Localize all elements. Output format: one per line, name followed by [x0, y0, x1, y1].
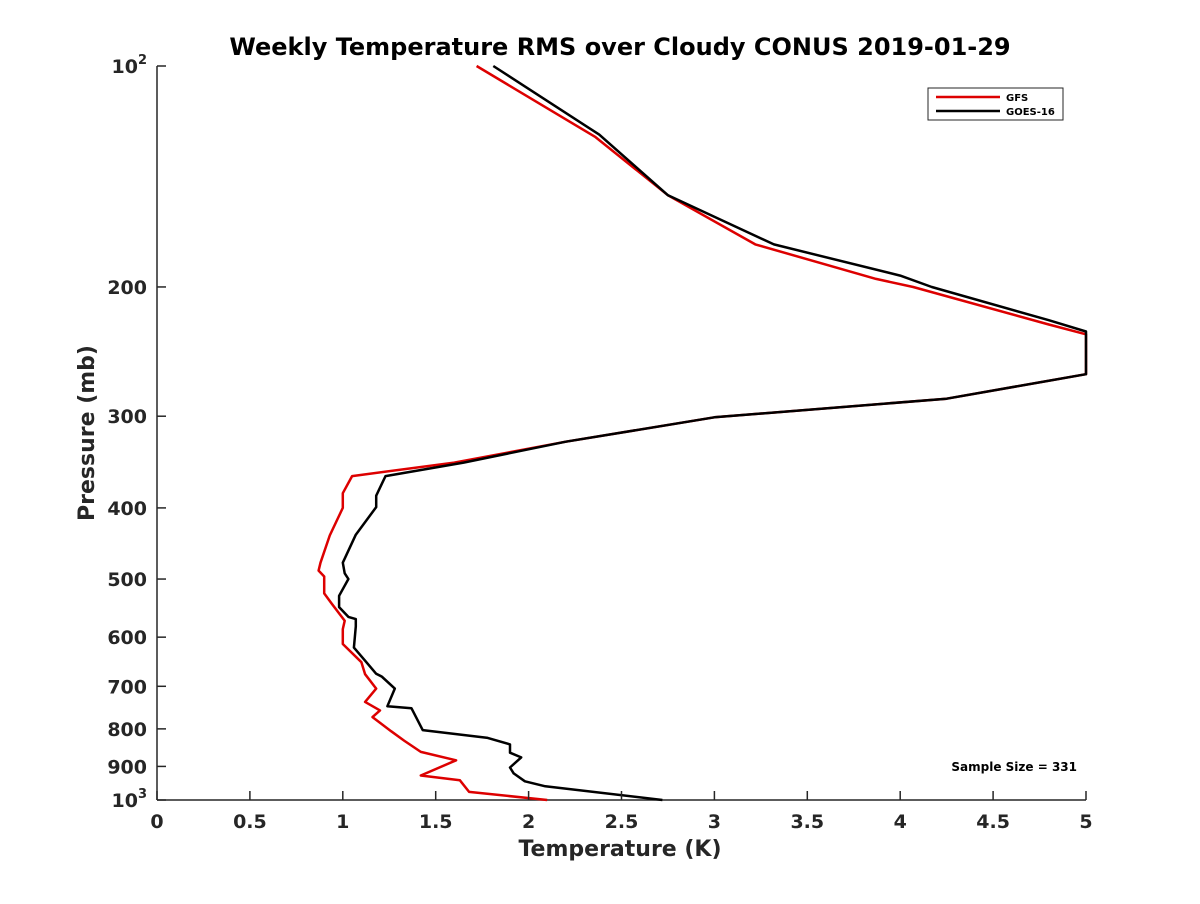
x-tick-label: 5	[1079, 811, 1092, 833]
x-axis: 0 0.5 1 1.5 2 2.5 3 3.5 4 4.5 5	[150, 791, 1093, 833]
x-tick-label: 0.5	[233, 811, 267, 833]
x-tick-label: 3.5	[790, 811, 824, 833]
y-tick-label: 102	[112, 53, 148, 78]
x-axis-label: Temperature (K)	[518, 837, 721, 862]
x-tick-label: 1.5	[419, 811, 453, 833]
legend-label-gfs: GFS	[1006, 93, 1028, 104]
x-tick-label: 3	[708, 811, 721, 833]
x-tick-label: 0	[150, 811, 163, 833]
y-tick-label: 800	[107, 719, 147, 741]
y-tick-label: 200	[107, 277, 147, 299]
y-tick-label: 700	[107, 676, 147, 698]
y-tick-label: 103	[112, 787, 148, 812]
x-tick-label: 1	[336, 811, 349, 833]
legend-box	[927, 87, 1064, 121]
y-axis: 102 200 300 400 500 600 700 800 900 103	[107, 53, 166, 812]
x-tick-label: 4	[894, 811, 907, 833]
x-tick-label: 2	[522, 811, 535, 833]
x-tick-label: 4.5	[976, 811, 1010, 833]
chart-title: Weekly Temperature RMS over Cloudy CONUS…	[229, 33, 1010, 61]
y-tick-label: 900	[107, 756, 147, 778]
y-tick-label: 300	[107, 406, 147, 428]
series-line-gfs	[317, 64, 1088, 802]
legend-label-goes-16: GOES-16	[1006, 107, 1055, 118]
plot-area	[156, 64, 1088, 802]
y-tick-label: 500	[107, 569, 147, 591]
legend: GFS GOES-16	[927, 87, 1064, 121]
y-axis-label: Pressure (mb)	[75, 345, 100, 521]
y-tick-label: 400	[107, 498, 147, 520]
y-tick-label: 600	[107, 627, 147, 649]
series-line-goes-16	[337, 64, 1088, 802]
x-tick-label: 2.5	[605, 811, 639, 833]
sample-size-note: Sample Size = 331	[951, 760, 1077, 774]
